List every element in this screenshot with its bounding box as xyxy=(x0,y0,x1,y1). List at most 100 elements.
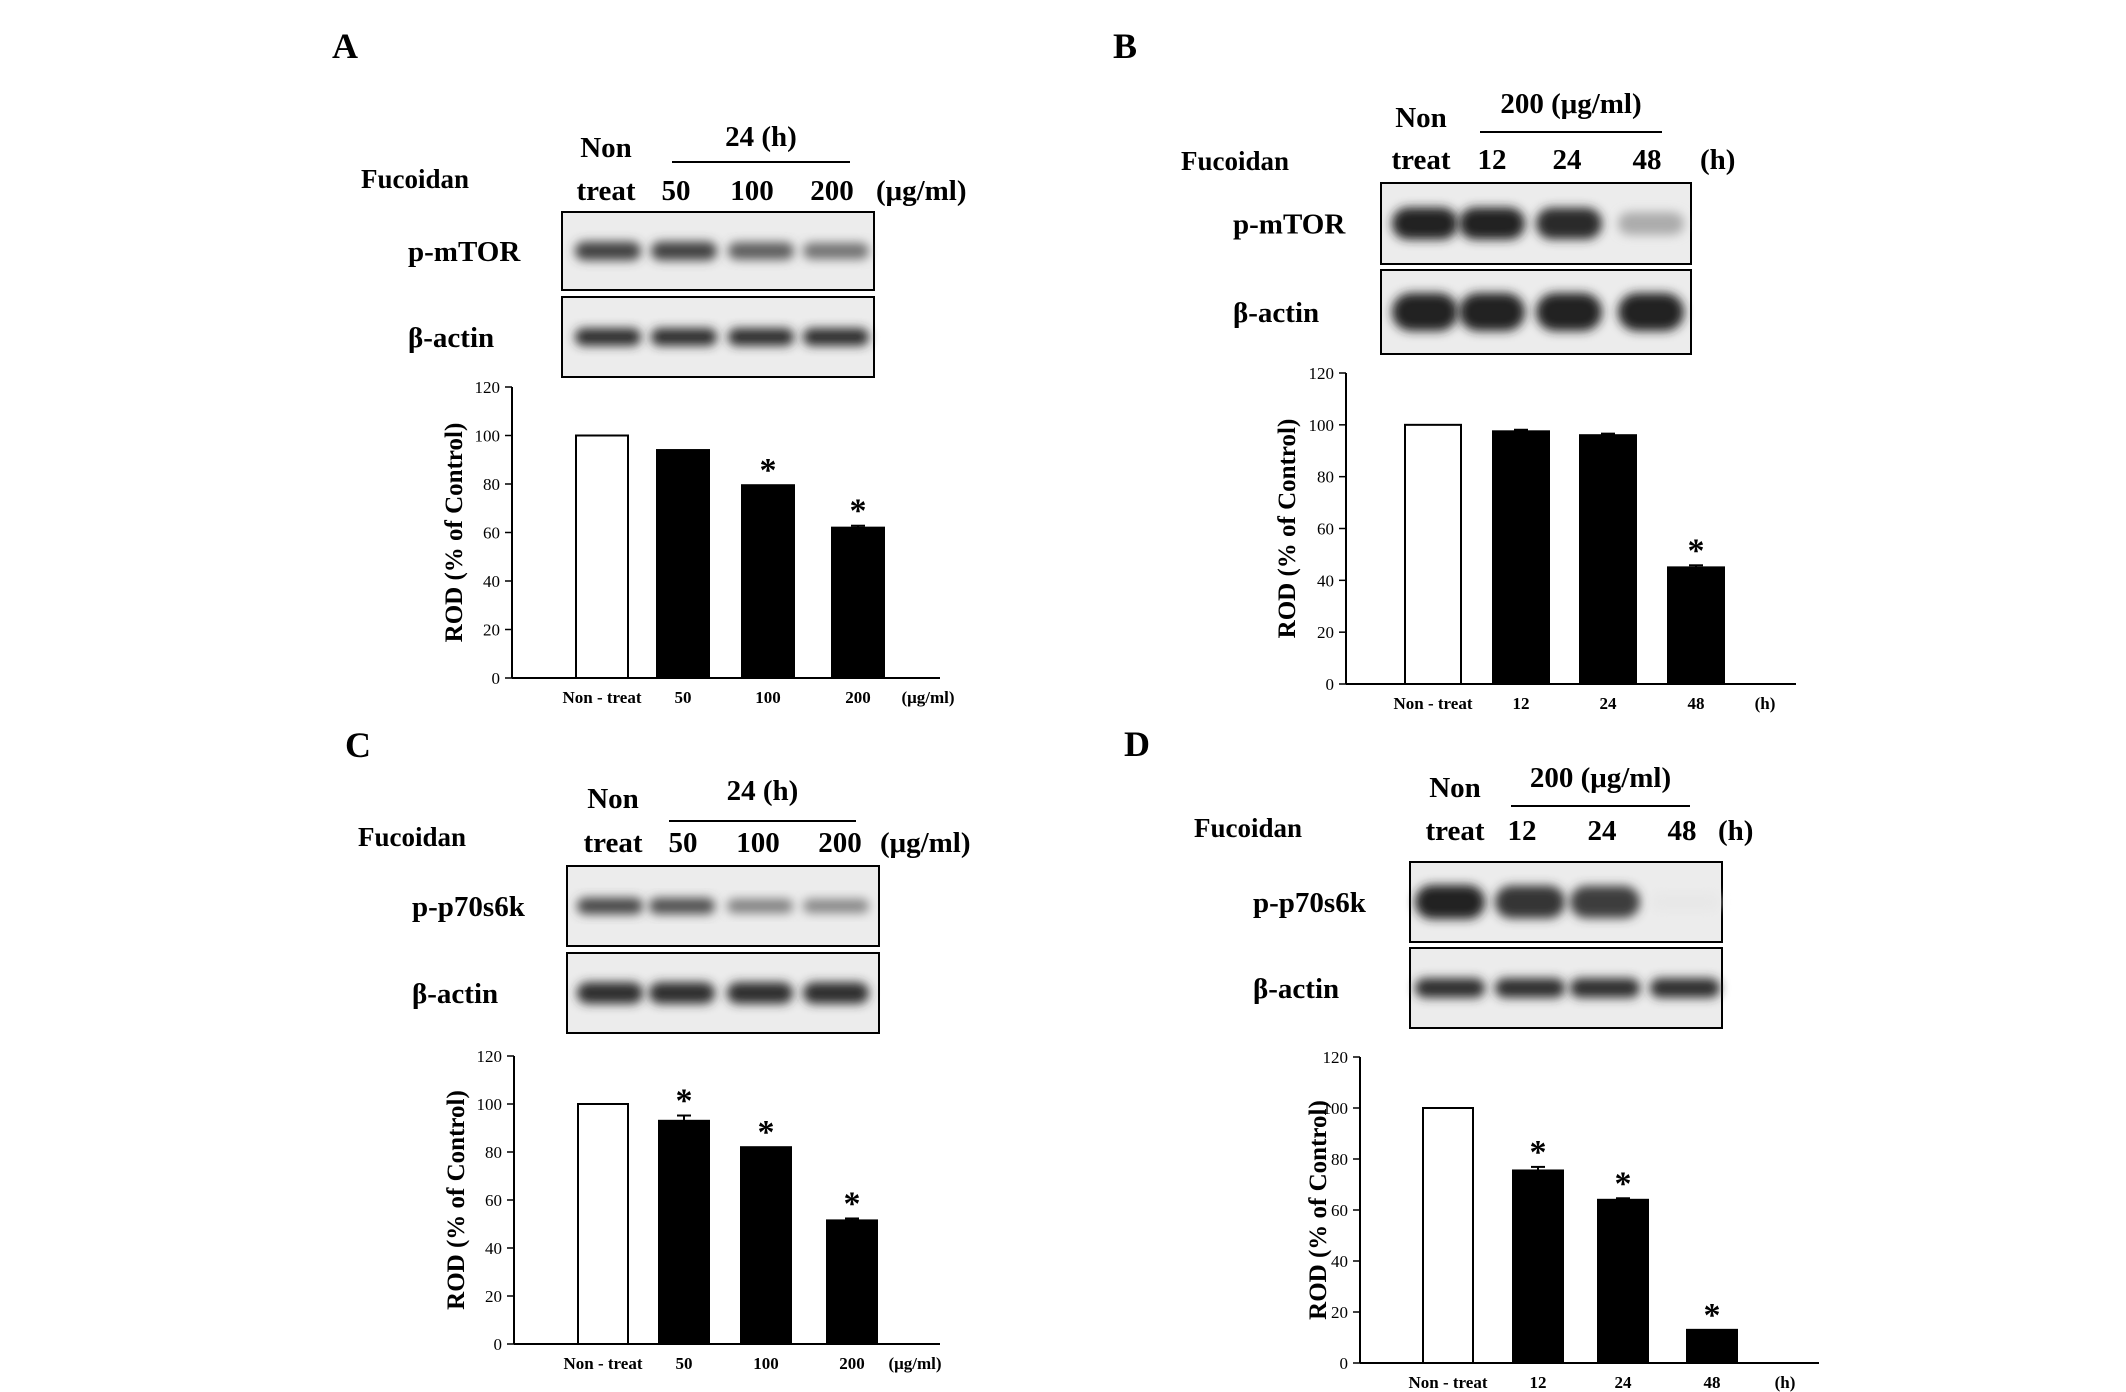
lane-label: 200 xyxy=(818,827,862,859)
significance-marker: * xyxy=(758,1114,775,1151)
control-label-line1: Non xyxy=(1429,772,1481,804)
x-category-label: 48 xyxy=(1704,1373,1721,1392)
x-category-label: 12 xyxy=(1530,1373,1547,1392)
unit-label: (μg/ml) xyxy=(880,827,971,859)
y-axis-label: ROD (% of Control) xyxy=(443,1090,470,1310)
bar-chart-d: 0 20 40 60 80 100 120 ROD (% of Control) Non - t… xyxy=(1305,1048,1819,1392)
y-tick-label: 100 xyxy=(477,1095,503,1114)
significance-marker: * xyxy=(1704,1297,1721,1334)
blot-band xyxy=(803,242,869,260)
unit-label: (h) xyxy=(1718,815,1753,847)
significance-marker: * xyxy=(760,452,777,489)
blot-band xyxy=(649,982,715,1004)
x-category-label: 100 xyxy=(753,1354,779,1373)
treatment-label: Fucoidan xyxy=(361,164,469,194)
blot-loading-control: β-actin xyxy=(412,952,880,1034)
blot-band xyxy=(1459,293,1525,331)
y-axis-label: ROD (% of Control) xyxy=(1305,1100,1332,1320)
bar xyxy=(1422,1107,1474,1364)
treatment-label: Fucoidan xyxy=(358,822,466,852)
blot-band xyxy=(1650,978,1720,998)
x-category-label: 24 xyxy=(1615,1373,1633,1392)
bar xyxy=(740,1146,792,1345)
control-label-line1: Non xyxy=(580,132,632,164)
blot-band xyxy=(1495,885,1565,919)
bar xyxy=(1597,1198,1649,1365)
y-axis-label: ROD (% of Control) xyxy=(1274,419,1301,639)
blot-band xyxy=(1650,892,1720,912)
x-category-label: 200 xyxy=(839,1354,865,1373)
x-unit-label: (μg/ml) xyxy=(888,1354,941,1373)
treatment-label: Fucoidan xyxy=(1181,146,1289,176)
x-category-label: 48 xyxy=(1688,694,1705,713)
control-label-line2: treat xyxy=(1391,144,1450,176)
x-category-label: Non - treat xyxy=(1394,694,1473,713)
bar-chart-a: 0 20 40 60 80 100 120 ROD (% of Control) Non - t… xyxy=(441,378,955,707)
y-tick-label: 100 xyxy=(1309,416,1335,435)
control-label-line1: Non xyxy=(1395,102,1447,134)
x-category-label: 12 xyxy=(1513,694,1530,713)
group-header: 200 (μg/ml) xyxy=(1500,88,1641,120)
y-tick-label: 40 xyxy=(1317,571,1334,590)
blot-band xyxy=(803,898,869,914)
blot-band xyxy=(728,328,794,346)
blot-band xyxy=(1536,293,1602,331)
blot-label: β-actin xyxy=(1233,297,1319,329)
lane-label: 100 xyxy=(730,175,774,207)
blot-band xyxy=(1415,885,1485,919)
y-tick-label: 120 xyxy=(1323,1048,1349,1067)
blot-band xyxy=(1392,293,1458,331)
blot-band xyxy=(1570,978,1640,998)
blot-band xyxy=(1536,207,1602,240)
panel-label: A xyxy=(332,26,358,66)
y-tick-label: 60 xyxy=(483,524,500,543)
y-tick-label: 40 xyxy=(485,1239,502,1258)
group-header: 200 (μg/ml) xyxy=(1530,762,1671,794)
x-category-label: 50 xyxy=(675,688,692,707)
group-header: 24 (h) xyxy=(727,775,799,807)
blot-loading-control: β-actin xyxy=(1253,947,1723,1029)
significance-marker: * xyxy=(844,1185,861,1222)
significance-marker: * xyxy=(1688,532,1705,569)
blot-label: β-actin xyxy=(412,978,498,1010)
bar xyxy=(1492,430,1550,685)
blot-band xyxy=(577,982,643,1004)
y-tick-label: 80 xyxy=(485,1143,502,1162)
blot-label: p-mTOR xyxy=(408,236,521,268)
blot-label: p-mTOR xyxy=(1233,209,1346,241)
blot-band xyxy=(649,897,715,915)
y-tick-label: 60 xyxy=(1317,520,1334,539)
lane-label: 48 xyxy=(1668,815,1697,847)
panel-b: B Fucoidan Non treat 200 (μg/ml) 12 24 48 (h) p-m… xyxy=(1113,26,1796,713)
lane-label: 200 xyxy=(810,175,854,207)
bar xyxy=(1686,1328,1738,1364)
bar xyxy=(656,449,710,679)
y-tick-label: 40 xyxy=(483,572,500,591)
bar xyxy=(575,434,629,679)
blot-band xyxy=(728,242,794,260)
treatment-label: Fucoidan xyxy=(1194,813,1302,843)
y-tick-label: 20 xyxy=(1331,1303,1348,1322)
bar xyxy=(577,1103,629,1345)
blot-label: p-p70s6k xyxy=(1253,887,1367,919)
x-category-label: 50 xyxy=(676,1354,693,1373)
lane-label: 50 xyxy=(662,175,691,207)
blot-band xyxy=(1570,885,1640,919)
blot-band xyxy=(651,241,717,261)
lane-label: 24 xyxy=(1588,815,1617,847)
blot-band xyxy=(1618,293,1684,331)
unit-label: (h) xyxy=(1700,144,1735,176)
panel-label: B xyxy=(1113,26,1137,66)
significance-marker: * xyxy=(676,1083,693,1120)
y-tick-label: 120 xyxy=(475,378,501,397)
blot-band xyxy=(1495,978,1565,998)
lane-label: 48 xyxy=(1633,144,1662,176)
bar xyxy=(1579,434,1637,686)
y-tick-label: 80 xyxy=(483,475,500,494)
x-unit-label: (μg/ml) xyxy=(901,688,954,707)
blot-band xyxy=(727,982,793,1004)
blot-band xyxy=(577,897,643,915)
control-label-line1: Non xyxy=(587,783,639,815)
